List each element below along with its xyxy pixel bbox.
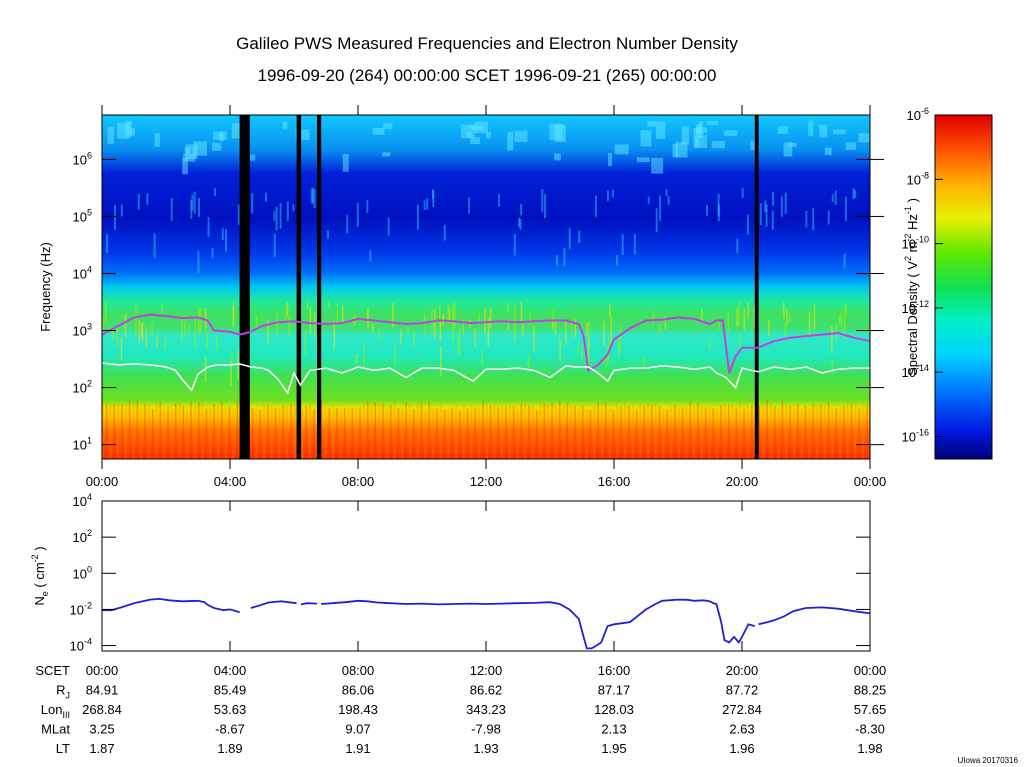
density-tick-label: 104 — [73, 492, 92, 509]
colorbar-tick-label: 10-16 — [902, 428, 929, 445]
density-tick-label: 100 — [73, 564, 92, 581]
data-gap-0 — [239, 115, 250, 459]
ephemeris-value: 87.72 — [726, 683, 759, 698]
ephemeris-value: 1.93 — [473, 741, 498, 756]
ephemeris-value: 87.17 — [598, 683, 631, 698]
ephemeris-table: SCET 00:00 04:00 08:00 12:00 16:00 20:00 00:00 R… — [35, 663, 886, 756]
ephemeris-value: -8.67 — [215, 722, 245, 737]
density-frame — [101, 500, 871, 652]
ephemeris-value: 1.89 — [217, 741, 242, 756]
ephemeris-value: 3.25 — [89, 722, 114, 737]
ephemeris-value: 1.91 — [345, 741, 370, 756]
density-line-segment-3 — [321, 598, 756, 650]
ephemeris-value: 343.23 — [466, 702, 506, 717]
colorbar-tick-label: 10-8 — [907, 170, 929, 187]
ephemeris-value: 272.84 — [722, 702, 762, 717]
ephemeris-value: -8.30 — [855, 722, 885, 737]
time-tick-label: 12:00 — [470, 474, 503, 489]
time-tick-label: 16:00 — [598, 474, 631, 489]
time-tick-label: 00:00 — [86, 474, 119, 489]
density-line-segment-0 — [102, 597, 240, 614]
lower-frequency-line — [102, 362, 870, 395]
spectrogram-texture — [102, 120, 870, 459]
credit-label: UIowa 20170316 — [957, 756, 1019, 765]
ephemeris-value: 53.63 — [214, 702, 247, 717]
spectrogram-background — [102, 115, 870, 459]
time-tick-label: 04:00 — [214, 474, 247, 489]
ephemeris-value: 20:00 — [726, 663, 759, 678]
ephemeris-value: 1.98 — [857, 741, 882, 756]
colorbar-label: Spectral Density ( V2 m-2 Hz-1 ) — [903, 198, 920, 376]
density-time-axis — [101, 501, 871, 651]
freq-tick-label: 105 — [73, 207, 92, 224]
colorbar-gradient — [934, 114, 993, 460]
density-tick-label: 10-4 — [70, 637, 92, 654]
time-tick-label: 00:00 — [854, 474, 887, 489]
time-tick-label: 08:00 — [342, 474, 375, 489]
density-line-segment-1 — [250, 600, 297, 609]
ephemeris-value: 86.06 — [342, 683, 375, 698]
ephemeris-value: 84.91 — [86, 683, 119, 698]
ephemeris-value: 1.95 — [601, 741, 626, 756]
ephemeris-value: 08:00 — [342, 663, 375, 678]
colorbar-tick-label: 10-14 — [902, 363, 929, 380]
colorbar-tick-label: 10-10 — [902, 235, 929, 252]
density-series — [102, 597, 870, 650]
ephemeris-value: 198.43 — [338, 702, 378, 717]
density-tick-label: 102 — [73, 528, 92, 545]
chart-title: Galileo PWS Measured Frequencies and Ele… — [236, 34, 738, 53]
data-gap-1 — [296, 115, 302, 459]
density-axis: 104 102 100 10-2 10-4 — [70, 492, 870, 654]
ephemeris-value: 88.25 — [854, 683, 887, 698]
density-line-segment-4 — [758, 606, 870, 626]
ephemeris-value: 9.07 — [345, 722, 370, 737]
ephemeris-value: 00:00 — [854, 663, 887, 678]
ephemeris-value: -7.98 — [471, 722, 501, 737]
ephemeris-value: 04:00 — [214, 663, 247, 678]
ephemeris-value: 16:00 — [598, 663, 631, 678]
freq-tick-label: 104 — [73, 264, 92, 281]
data-gap-3 — [754, 115, 759, 459]
ephemeris-row-label: MLat — [41, 722, 70, 737]
ephemeris-value: 12:00 — [470, 663, 503, 678]
density-panel: 104 102 100 10-2 10-4 Ne ( cm-2 ) — [30, 492, 871, 654]
time-tick-label: 20:00 — [726, 474, 759, 489]
ephemeris-value: 1.96 — [729, 741, 754, 756]
freq-tick-label: 101 — [73, 436, 92, 453]
frequency-axis: 101 102 103 104 105 106 — [73, 150, 884, 453]
ephemeris-value: 268.84 — [82, 702, 122, 717]
spectrogram-panel: 101 102 103 104 105 106 00:00 04:00 08:00 12:00 1… — [38, 105, 886, 489]
density-line-segment-2 — [300, 602, 318, 606]
ephemeris-row-label: RJ — [56, 683, 70, 701]
ephemeris-row-label: LonIII — [41, 702, 70, 720]
frequency-axis-label: Frequency (Hz) — [38, 242, 53, 332]
colorbar-ticks: 10-6 10-8 10-10 10-12 10-14 10-16 — [902, 106, 943, 445]
time-axis: 00:00 04:00 08:00 12:00 16:00 20:00 00:00 — [86, 105, 887, 489]
ephemeris-value: 57.65 — [854, 702, 887, 717]
ephemeris-value: 2.13 — [601, 722, 626, 737]
colorbar-tick-label: 10-6 — [907, 106, 929, 123]
data-gap-2 — [317, 115, 322, 459]
colorbar-tick-label: 10-12 — [902, 299, 929, 316]
ephemeris-value: 85.49 — [214, 683, 247, 698]
freq-tick-label: 102 — [73, 379, 92, 396]
ephemeris-value: 128.03 — [594, 702, 634, 717]
ephemeris-row-label: SCET — [35, 663, 70, 678]
ephemeris-value: 86.62 — [470, 683, 503, 698]
freq-tick-label: 106 — [73, 150, 92, 167]
ephemeris-value: 00:00 — [86, 663, 119, 678]
density-axis-label: Ne ( cm-2 ) — [30, 546, 50, 605]
ephemeris-row-label: LT — [56, 741, 70, 756]
freq-tick-label: 103 — [73, 322, 92, 339]
density-tick-label: 10-2 — [70, 600, 92, 617]
ephemeris-value: 1.87 — [89, 741, 114, 756]
chart-subtitle: 1996-09-20 (264) 00:00:00 SCET 1996-09-2… — [257, 66, 717, 85]
colorbar: 10-6 10-8 10-10 10-12 10-14 10-16 Spectral De… — [902, 106, 993, 460]
data-gaps — [239, 115, 759, 459]
ephemeris-value: 2.63 — [729, 722, 754, 737]
upper-frequency-line — [102, 313, 870, 374]
